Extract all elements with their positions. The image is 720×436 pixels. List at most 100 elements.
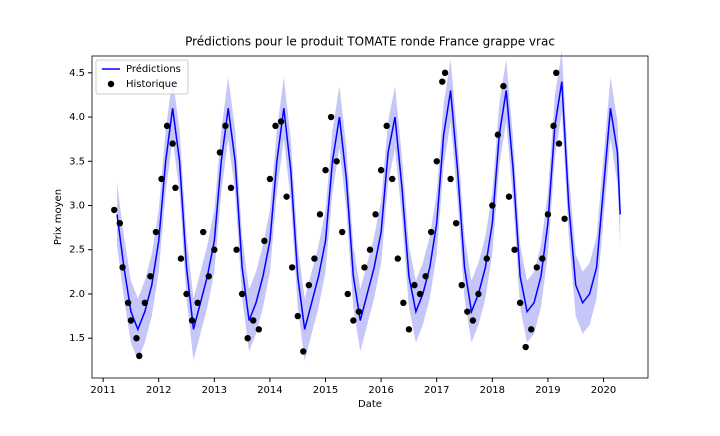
history-point (522, 343, 529, 351)
history-point (469, 317, 477, 324)
history-point (163, 122, 171, 130)
x-tick-label: 2017 (424, 385, 449, 396)
history-point (233, 246, 240, 253)
history-point (119, 264, 126, 271)
history-point (553, 69, 560, 77)
history-point (339, 228, 346, 236)
history-point (416, 290, 424, 298)
history-point (555, 140, 563, 147)
x-tick-label: 2011 (90, 385, 115, 396)
history-point (255, 326, 262, 333)
history-point (327, 113, 335, 121)
chart-title: Prédictions pour le produit TOMATE ronde… (185, 35, 555, 49)
history-point (250, 317, 257, 324)
history-point (288, 264, 296, 271)
history-point (494, 131, 502, 138)
history-point (533, 264, 540, 271)
history-point (169, 140, 176, 147)
history-point (158, 175, 165, 183)
history-point (372, 211, 379, 218)
history-point (238, 290, 246, 298)
x-tick-label: 2016 (368, 385, 393, 396)
x-tick-label: 2019 (535, 385, 560, 396)
history-point (544, 211, 552, 218)
x-tick-label: 2014 (257, 385, 282, 396)
history-point (427, 228, 435, 236)
history-point (261, 237, 268, 245)
history-point (350, 317, 357, 324)
history-point (136, 352, 143, 360)
history-point (227, 184, 235, 192)
history-point (441, 69, 449, 77)
y-tick-label: 4.0 (69, 112, 85, 123)
history-point (411, 281, 418, 289)
history-point (489, 202, 496, 209)
x-tick-label: 2015 (313, 385, 338, 396)
legend-label: Historique (126, 79, 177, 90)
history-point (305, 281, 313, 289)
history-point (124, 299, 132, 307)
history-point (511, 246, 518, 253)
history-point (127, 317, 135, 324)
history-point (152, 228, 160, 236)
history-point (183, 290, 190, 298)
history-point (400, 299, 407, 307)
y-tick-label: 1.5 (69, 333, 85, 344)
x-tick-label: 2013 (202, 385, 227, 396)
history-point (452, 219, 460, 227)
history-point (194, 299, 201, 307)
y-tick-label: 2.0 (69, 289, 85, 300)
history-point (277, 118, 285, 125)
x-tick-label: 2012 (146, 385, 171, 396)
history-point (383, 122, 390, 130)
history-point (141, 299, 149, 307)
history-point (447, 175, 454, 183)
history-point (550, 122, 557, 130)
history-point (539, 255, 546, 262)
history-point (283, 193, 290, 200)
history-point (133, 334, 140, 342)
y-axis-label: Prix moyen (53, 189, 64, 245)
history-point (300, 348, 307, 355)
plot-frame (91, 55, 649, 379)
x-tick-label: 2020 (591, 385, 616, 396)
y-tick-label: 4.5 (69, 68, 85, 79)
history-point (464, 308, 471, 315)
history-point (316, 211, 324, 218)
history-point (188, 317, 196, 324)
history-point (528, 326, 535, 333)
x-axis-label: Date (358, 399, 382, 410)
legend-dot-swatch (107, 80, 115, 88)
history-point (516, 299, 524, 307)
history-point (344, 290, 351, 298)
prediction-line (116, 81, 621, 332)
history-point (389, 175, 396, 183)
history-point (147, 273, 154, 280)
history-point (322, 166, 329, 174)
history-point (361, 264, 368, 271)
x-tick-label: 2018 (480, 385, 505, 396)
history-point (294, 312, 301, 320)
history-point (177, 255, 185, 262)
history-point (222, 122, 229, 130)
confidence-band (117, 50, 621, 361)
history-point (458, 281, 465, 289)
history-point (405, 326, 413, 333)
history-point (205, 273, 212, 280)
history-point (172, 184, 179, 192)
history-point (355, 308, 363, 315)
y-tick-label: 2.5 (69, 245, 85, 256)
history-point (116, 219, 124, 227)
history-point (505, 193, 513, 200)
history-point (216, 149, 224, 156)
history-point (244, 334, 251, 342)
history-point (311, 255, 318, 262)
history-point (366, 246, 374, 253)
history-point (394, 255, 401, 262)
history-point (272, 122, 279, 130)
history-point (483, 255, 490, 262)
history-point (433, 158, 440, 165)
history-point (475, 290, 482, 298)
history-point (377, 166, 385, 174)
